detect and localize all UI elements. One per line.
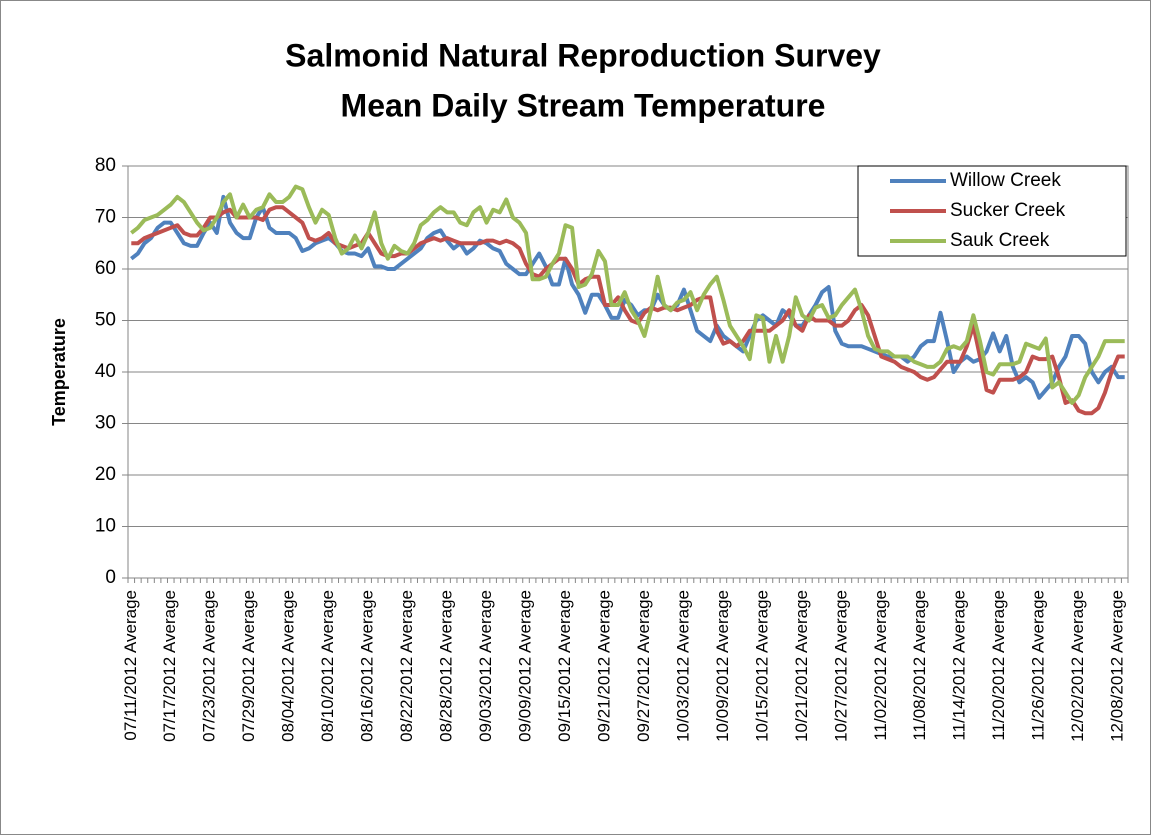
x-tick-label: 09/03/2012 Average [476, 590, 495, 742]
x-tick-label: 10/15/2012 Average [752, 590, 771, 742]
x-tick-label: 09/27/2012 Average [634, 590, 653, 742]
x-tick-label: 12/08/2012 Average [1108, 590, 1127, 742]
y-tick-label: 60 [95, 258, 116, 279]
x-tick-label: 08/10/2012 Average [318, 590, 337, 742]
x-tick-label: 07/23/2012 Average [200, 590, 219, 742]
x-tick-label: 10/09/2012 Average [713, 590, 732, 742]
x-tick-label: 07/17/2012 Average [160, 590, 179, 742]
legend: Willow Creek Sucker Creek Sauk Creek [857, 165, 1127, 257]
x-tick-label: 10/03/2012 Average [673, 590, 692, 742]
x-tick-label: 11/08/2012 Average [910, 590, 929, 741]
chart-title: Salmonid Natural Reproduction Survey [285, 37, 881, 73]
legend-label: Sauk Creek [950, 230, 1050, 251]
x-tick-label: 12/02/2012 Average [1068, 590, 1087, 742]
x-tick-label: 08/28/2012 Average [437, 590, 456, 742]
x-tick-label: 11/26/2012 Average [1029, 590, 1048, 741]
x-tick-label: 10/21/2012 Average [792, 590, 811, 742]
x-tick-label: 08/22/2012 Average [397, 590, 416, 742]
x-tick-label: 11/02/2012 Average [871, 590, 890, 741]
y-tick-label: 10 [95, 516, 116, 537]
x-tick-label: 09/21/2012 Average [594, 590, 613, 742]
chart-subtitle: Mean Daily Stream Temperature [341, 87, 826, 123]
y-tick-label: 40 [95, 361, 116, 382]
y-axis-title: Temperature [49, 318, 69, 426]
legend-label: Sucker Creek [950, 200, 1066, 221]
x-tick-label: 08/04/2012 Average [279, 590, 298, 742]
y-tick-label: 50 [95, 310, 116, 331]
legend-label: Willow Creek [950, 170, 1061, 191]
y-tick-label: 30 [95, 413, 116, 434]
y-tick-label: 20 [95, 464, 116, 485]
x-tick-label: 10/27/2012 Average [831, 590, 850, 742]
y-tick-label: 0 [105, 567, 116, 588]
data-line [131, 205, 1125, 416]
data-line [130, 184, 1125, 405]
x-tick-label: 11/14/2012 Average [950, 590, 969, 741]
x-tick-label: 08/16/2012 Average [358, 590, 377, 742]
y-tick-label: 80 [95, 155, 116, 176]
y-tick-label: 70 [95, 207, 116, 228]
x-tick-label: 09/09/2012 Average [516, 590, 535, 742]
x-tick-label: 11/20/2012 Average [989, 590, 1008, 741]
x-tick-label: 09/15/2012 Average [555, 590, 574, 742]
x-tick-label: 07/11/2012 Average [121, 590, 140, 741]
x-tick-label: 07/29/2012 Average [239, 590, 258, 742]
